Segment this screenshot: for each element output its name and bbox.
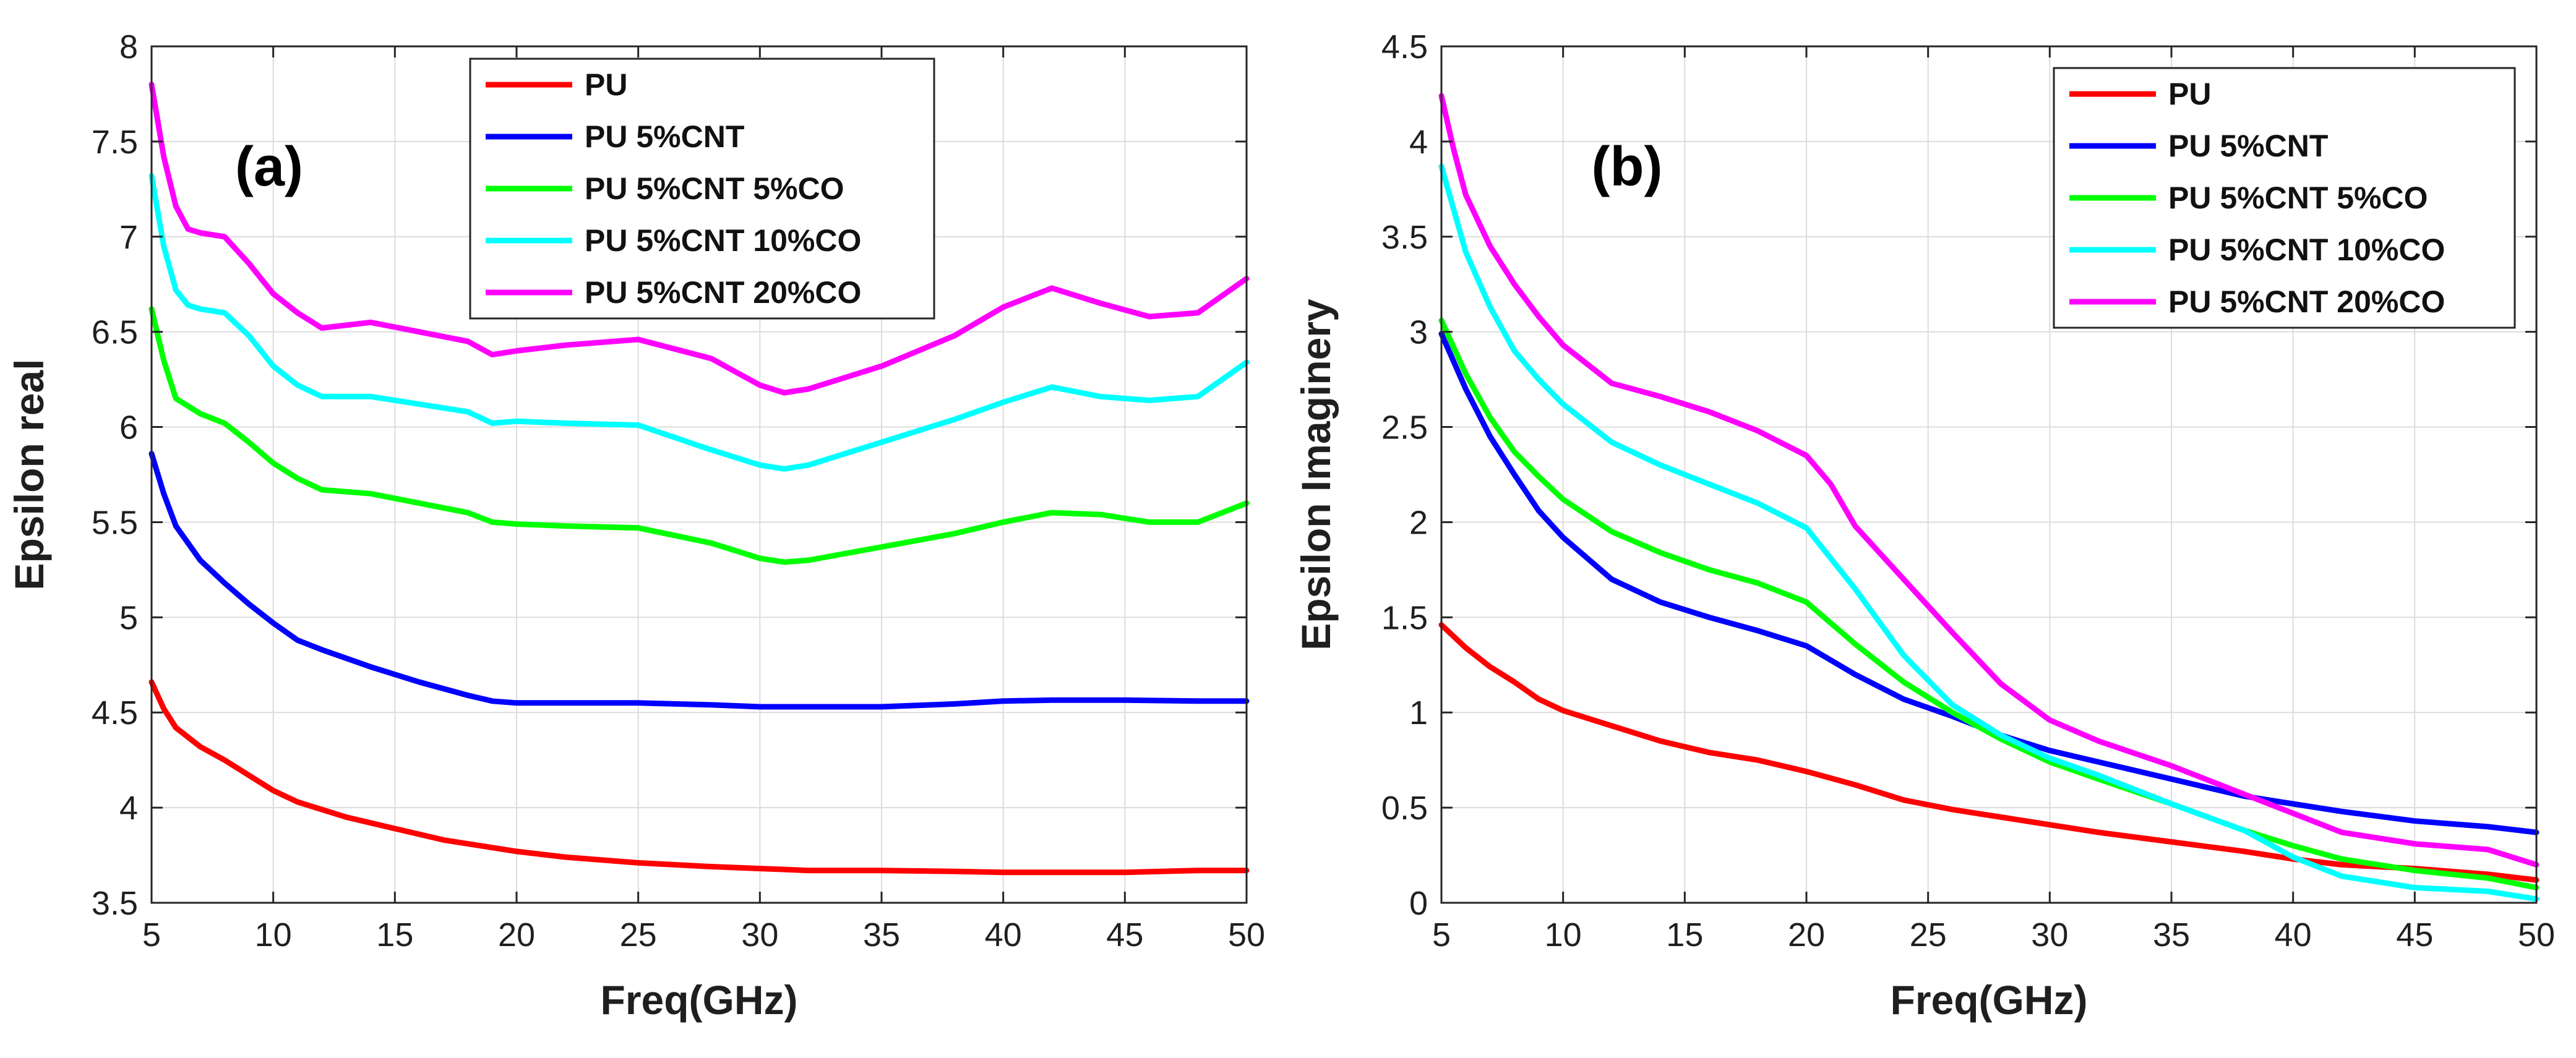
- legend-label-4: PU 5%CNT 20%CO: [585, 275, 861, 310]
- legend-label-1: PU 5%CNT: [2168, 129, 2328, 163]
- y-tick-label: 8: [119, 28, 138, 66]
- x-tick-label: 40: [2275, 916, 2312, 953]
- y-axis-label: Epsilon real: [6, 359, 52, 590]
- y-tick-label: 3: [1409, 314, 1428, 351]
- legend-label-3: PU 5%CNT 10%CO: [585, 223, 861, 258]
- y-tick-label: 7.5: [92, 124, 138, 161]
- series-line-4: [148, 82, 1250, 396]
- x-tick-label: 20: [1788, 916, 1825, 953]
- y-tick-label: 3.5: [1381, 219, 1428, 256]
- x-tick-label: 5: [142, 916, 161, 953]
- legend-label-2: PU 5%CNT 5%CO: [585, 171, 844, 206]
- series-line-1: [148, 451, 1250, 710]
- y-axis-label: Epsilon Imaginery: [1293, 299, 1339, 651]
- x-tick-label: 25: [1910, 916, 1947, 953]
- axes-frame: [150, 45, 1248, 904]
- x-tick-label: 10: [1545, 916, 1582, 953]
- y-tick-label: 4: [1409, 124, 1428, 161]
- series-line-2: [148, 306, 1250, 565]
- y-tick-label: 1: [1409, 694, 1428, 732]
- x-tick-label: 30: [741, 916, 778, 953]
- y-tick-label: 5.5: [92, 504, 138, 541]
- x-tick-label: 30: [2031, 916, 2068, 953]
- y-tick-label: 6: [119, 409, 138, 446]
- series-line-4: [1438, 93, 2540, 868]
- x-tick-label: 50: [1228, 916, 1265, 953]
- x-tick-label: 20: [498, 916, 535, 953]
- series-line-1: [1438, 331, 2540, 835]
- y-tick-label: 3.5: [92, 885, 138, 922]
- x-axis-label: Freq(GHz): [601, 977, 798, 1023]
- y-tick-label: 2: [1409, 504, 1428, 541]
- x-tick-label: 15: [376, 916, 413, 953]
- x-tick-label: 15: [1666, 916, 1703, 953]
- x-tick-label: 5: [1432, 916, 1451, 953]
- legend: PU PU 5%CNT PU 5%CNT 5%CO PU 5%CNT 10%CO PU …: [2053, 67, 2516, 329]
- y-tick-label: 4.5: [92, 694, 138, 732]
- y-tick-label: 4.5: [1381, 28, 1428, 66]
- panel-label: (b): [1592, 136, 1663, 198]
- legend-label-0: PU: [2168, 77, 2211, 111]
- series-line-3: [1438, 163, 2540, 902]
- legend: PU PU 5%CNT PU 5%CNT 5%CO PU 5%CNT 10%CO PU …: [469, 58, 935, 320]
- x-tick-label: 45: [1106, 916, 1143, 953]
- series-line-3: [148, 173, 1250, 472]
- y-tick-label: 0.5: [1381, 790, 1428, 827]
- x-axis-label: Freq(GHz): [1891, 977, 2088, 1023]
- x-tick-label: 35: [2153, 916, 2190, 953]
- x-tick-label: 40: [985, 916, 1022, 953]
- y-tick-label: 0: [1409, 885, 1428, 922]
- legend-label-0: PU: [585, 67, 627, 102]
- x-tick-label: 35: [863, 916, 900, 953]
- x-tick-label: 50: [2518, 916, 2555, 953]
- x-tick-label: 10: [255, 916, 292, 953]
- y-tick-label: 4: [119, 790, 138, 827]
- y-tick-label: 5: [119, 599, 138, 636]
- y-tick-label: 1.5: [1381, 599, 1428, 636]
- x-tick-label: 45: [2396, 916, 2433, 953]
- legend-label-2: PU 5%CNT 5%CO: [2168, 181, 2428, 215]
- x-tick-label: 25: [620, 916, 657, 953]
- chart-panel-b: 5 10 15 20 25 30 35 40 45 50 0 0.5 1 1.5 2 2.5 3 3.5 4 4.5 F…: [1293, 28, 2555, 1023]
- legend-label-1: PU 5%CNT: [585, 119, 744, 154]
- series-line-0: [148, 679, 1250, 876]
- legend-label-4: PU 5%CNT 20%CO: [2168, 284, 2445, 319]
- panel-label: (a): [235, 136, 303, 198]
- y-tick-label: 7: [119, 219, 138, 256]
- legend-label-3: PU 5%CNT 10%CO: [2168, 233, 2445, 267]
- y-tick-label: 6.5: [92, 314, 138, 351]
- axes-frame: [1440, 45, 2538, 904]
- series-line-2: [1438, 317, 2540, 890]
- chart-panel-a: 5 10 15 20 25 30 35 40 45 50 3.5 4 4.5 5 5.5 6 6.5 7 7.5 8 F…: [6, 28, 1265, 1023]
- y-tick-label: 2.5: [1381, 409, 1428, 446]
